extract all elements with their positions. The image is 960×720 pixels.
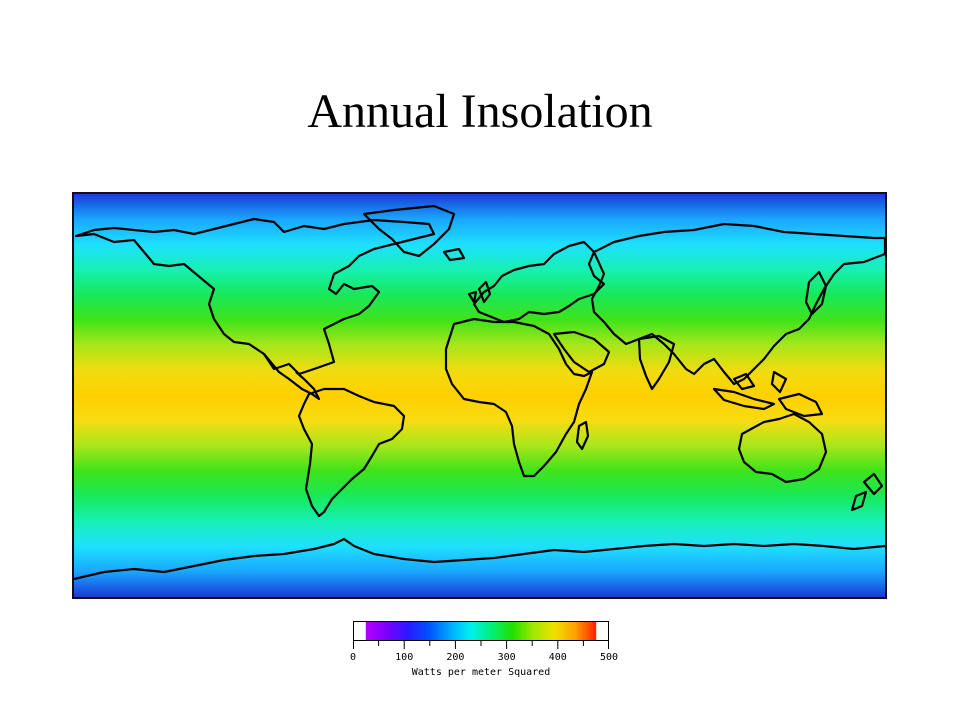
legend-caption: Watts per meter Squared [411, 667, 551, 678]
japan-outline [804, 270, 828, 316]
europe-outline [472, 240, 606, 324]
legend-tick-label-400: 400 [548, 652, 567, 663]
south-america-outline [297, 387, 406, 518]
legend-tick-label-0: 0 [349, 652, 357, 663]
new-guinea-outline [777, 392, 824, 418]
madagascar-outline [575, 420, 590, 451]
color-scale-legend: 0 100 200 300 400 500 Watts per meter Squared [349, 621, 618, 683]
legend-color-bar [353, 621, 609, 641]
slide-title: Annual Insolation [307, 85, 653, 138]
coastlines [74, 204, 885, 581]
north-america-outline [74, 217, 436, 376]
legend-tick-label-300: 300 [497, 652, 516, 663]
australia-outline [737, 412, 828, 484]
legend-tick-label-200: 200 [446, 652, 465, 663]
world-insolation-map [72, 192, 887, 599]
india-outline [637, 334, 676, 391]
asia-outline [590, 222, 885, 386]
legend-tick-marks [353, 641, 609, 649]
new-zealand-outline [850, 472, 884, 512]
legend-tick-label-500: 500 [599, 652, 619, 663]
map-canvas [74, 194, 885, 597]
british-isles-outline [467, 280, 492, 304]
insolation-color-field [74, 194, 885, 597]
antarctica-outline [74, 537, 885, 581]
southeast-asia-islands-outline [712, 370, 788, 411]
iceland-outline [442, 247, 466, 262]
legend-tick-label-100: 100 [395, 652, 414, 663]
arabian-peninsula-outline [552, 330, 611, 374]
greenland-outline [362, 204, 456, 258]
africa-outline [444, 317, 594, 478]
